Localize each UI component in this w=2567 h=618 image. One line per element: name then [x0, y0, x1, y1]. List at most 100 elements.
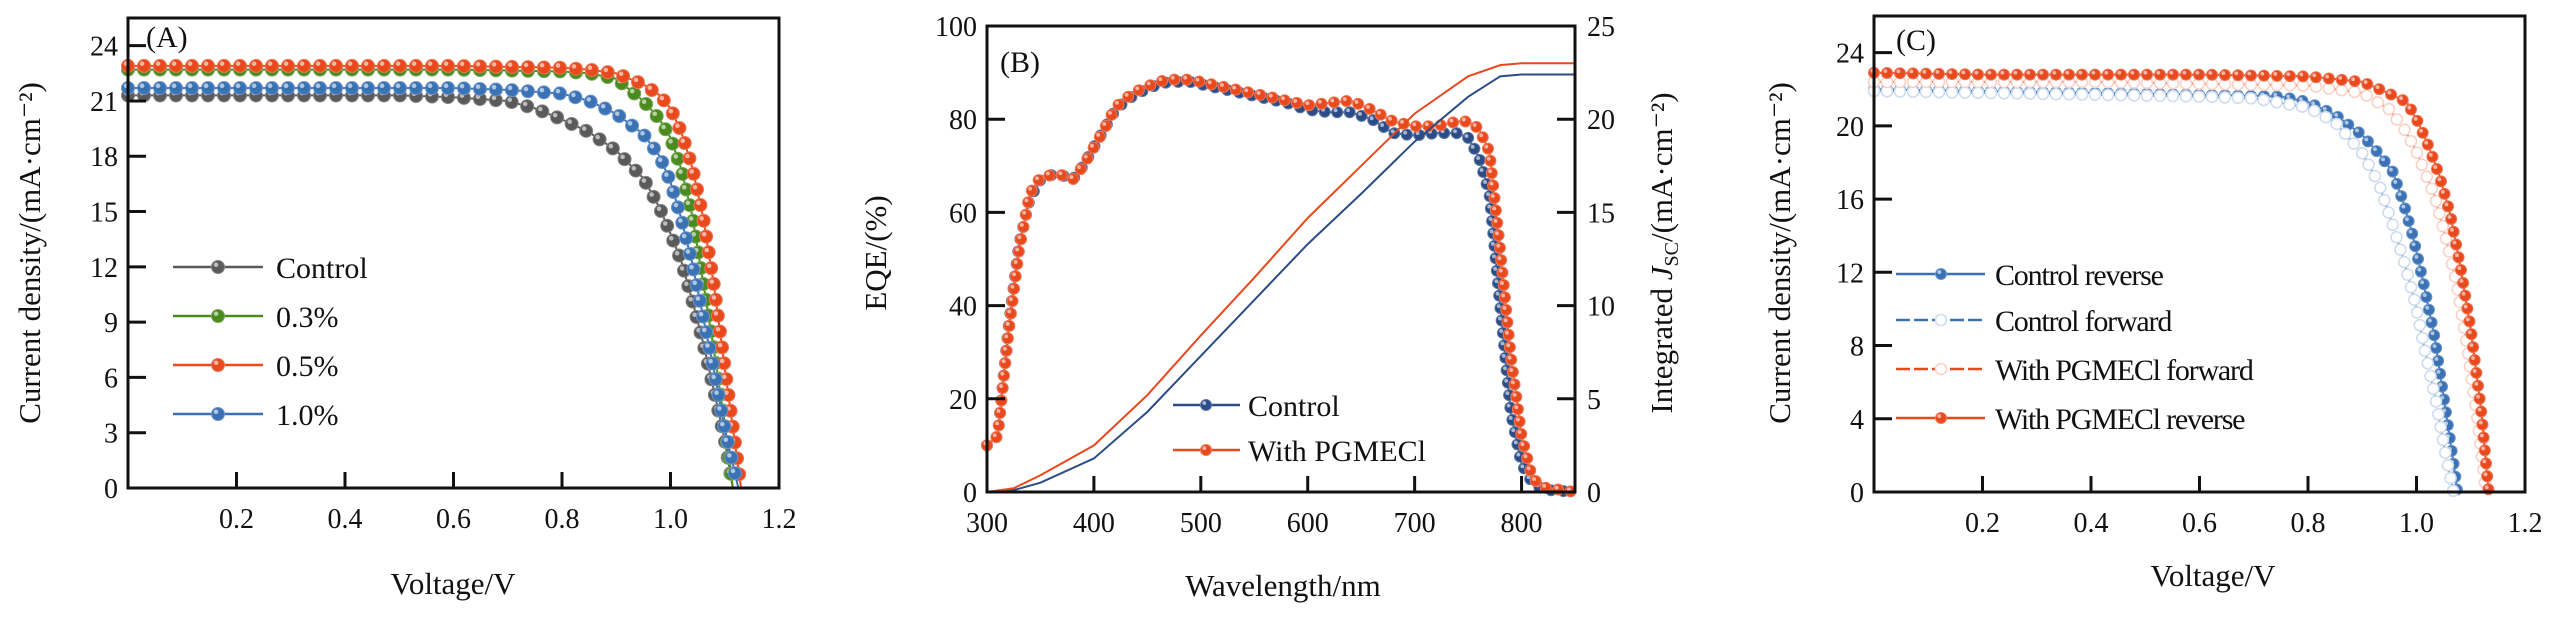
data-point	[1485, 167, 1498, 180]
data-point-highlight	[1464, 134, 1469, 138]
data-point-highlight	[2130, 70, 2135, 75]
x-tick-label: 0.4	[328, 504, 363, 535]
data-point	[2101, 68, 2114, 81]
data-point	[2438, 446, 2452, 459]
data-point	[2192, 90, 2206, 103]
data-point	[185, 58, 199, 73]
data-point	[2421, 357, 2435, 370]
x-tick-label: 0.4	[2074, 508, 2109, 539]
y-tick-label: 100	[935, 12, 977, 43]
legend-item: With PGMECl reverse	[1896, 403, 2246, 436]
y2-label-prefix: Integrated	[1644, 280, 1679, 413]
data-point	[2140, 89, 2154, 102]
data-point-highlight	[1490, 241, 1495, 246]
data-point	[727, 466, 742, 481]
data-point-highlight	[2169, 70, 2174, 75]
legend-label: With PGMECl	[1248, 435, 1426, 468]
data-point-highlight	[2471, 356, 2475, 360]
data-point	[2378, 155, 2391, 168]
data-point-highlight	[2425, 305, 2430, 310]
data-point-highlight	[614, 111, 620, 117]
data-point	[1505, 353, 1518, 366]
data-point	[724, 450, 739, 465]
data-point	[2420, 170, 2434, 184]
data-point-highlight	[704, 247, 709, 253]
x-tick-label: 400	[1073, 508, 1115, 539]
data-point-highlight	[1520, 464, 1525, 469]
data-point-highlight	[1486, 192, 1490, 197]
data-point-highlight	[1010, 284, 1015, 289]
data-point	[2396, 94, 2409, 107]
data-point-highlight	[1024, 198, 1029, 203]
x-tick-label: 0.8	[545, 504, 580, 535]
data-point-highlight	[618, 71, 624, 77]
data-point-highlight	[571, 64, 577, 69]
data-point	[409, 81, 423, 96]
data-point-highlight	[1496, 243, 1501, 248]
data-point	[617, 152, 632, 167]
data-point-highlight	[1102, 122, 1107, 126]
y-tick-label: 21	[90, 87, 118, 118]
data-point	[2420, 290, 2433, 303]
data-point-highlight	[299, 61, 305, 66]
data-point	[1001, 332, 1014, 345]
data-point	[1290, 96, 1303, 109]
data-point	[249, 81, 263, 96]
legend-label: Control forward	[1995, 305, 2172, 338]
data-point-highlight	[1501, 293, 1506, 298]
series-line	[986, 62, 1575, 493]
data-point	[1488, 191, 1501, 204]
data-point-highlight	[1358, 111, 1362, 116]
data-point-highlight	[2411, 242, 2416, 247]
legend-marker	[1200, 444, 1212, 456]
data-point	[711, 387, 726, 402]
data-point-highlight	[2469, 343, 2474, 348]
data-point	[2153, 89, 2167, 103]
data-point	[520, 60, 535, 75]
data-point	[666, 184, 681, 199]
data-point	[653, 204, 668, 219]
data-point-highlight	[1948, 70, 1953, 75]
y-tick-label: 24	[1836, 39, 1864, 70]
data-point-highlight	[2428, 152, 2433, 157]
data-point	[185, 81, 199, 96]
data-point	[2382, 206, 2395, 219]
data-point-highlight	[2467, 330, 2472, 335]
data-point	[717, 419, 732, 434]
data-point	[665, 106, 680, 121]
data-point-highlight	[2433, 165, 2438, 169]
data-point-highlight	[1532, 477, 1536, 482]
data-point-highlight	[1509, 368, 1514, 373]
data-point-highlight	[2430, 331, 2435, 336]
data-point	[265, 58, 279, 73]
data-point-highlight	[363, 61, 369, 66]
data-point-highlight	[1909, 69, 1914, 74]
data-point-highlight	[1015, 247, 1020, 252]
panel-b-axes: 300 400 500 600 700 800 0 20 40 60 80 100 0 5 10 15 20 25	[935, 12, 1615, 539]
data-point-highlight	[717, 342, 723, 348]
data-point-highlight	[491, 62, 497, 67]
data-point-highlight	[395, 61, 401, 66]
data-point	[1009, 270, 1022, 283]
data-point-highlight	[2440, 189, 2445, 194]
data-point-highlight	[2401, 204, 2406, 209]
data-point	[564, 116, 579, 131]
data-point-highlight	[507, 85, 513, 91]
data-point	[153, 58, 167, 73]
data-point-highlight	[1019, 223, 1024, 227]
data-point	[637, 128, 652, 143]
data-point-highlight	[1935, 70, 1940, 74]
x-tick-label: 0.6	[436, 504, 471, 535]
data-point	[2410, 146, 2424, 159]
data-point-highlight	[1495, 231, 1499, 236]
y2-tick-label: 10	[1587, 292, 1615, 323]
y2-label-symbol: J	[1644, 265, 1679, 280]
data-point	[2062, 68, 2075, 81]
data-point	[2335, 73, 2348, 86]
data-point-highlight	[1045, 171, 1050, 176]
data-point-highlight	[1003, 346, 1007, 351]
data-point-highlight	[673, 202, 679, 208]
data-point	[2467, 341, 2480, 354]
data-point-highlight	[1494, 279, 1499, 284]
data-point	[1945, 68, 1958, 81]
